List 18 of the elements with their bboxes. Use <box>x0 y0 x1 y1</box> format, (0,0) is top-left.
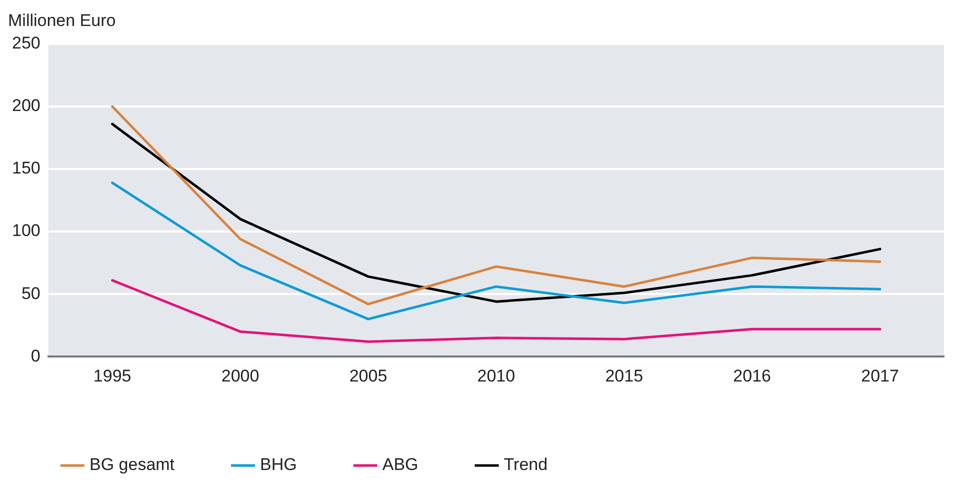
x-tick-label: 2017 <box>861 366 899 386</box>
y-tick-label: 150 <box>12 158 40 178</box>
y-tick-label: 50 <box>21 284 40 303</box>
x-tick-label: 2016 <box>733 366 771 386</box>
y-tick-label: 200 <box>12 96 40 116</box>
x-tick-label: 1995 <box>93 366 132 386</box>
x-tick-label: 2015 <box>605 366 644 386</box>
legend-label: ABG <box>382 455 418 474</box>
x-tick-label: 2010 <box>477 366 516 386</box>
x-tick-label: 2000 <box>221 366 260 386</box>
legend-label: BG gesamt <box>90 455 175 474</box>
y-tick-label: 250 <box>12 34 40 53</box>
legend-label: BHG <box>260 455 297 474</box>
y-tick-label: 0 <box>30 346 40 366</box>
x-tick-label: 2005 <box>349 366 388 386</box>
legend-label: Trend <box>504 455 548 474</box>
y-tick-label: 100 <box>12 221 40 240</box>
y-axis-title: Millionen Euro <box>8 11 116 30</box>
